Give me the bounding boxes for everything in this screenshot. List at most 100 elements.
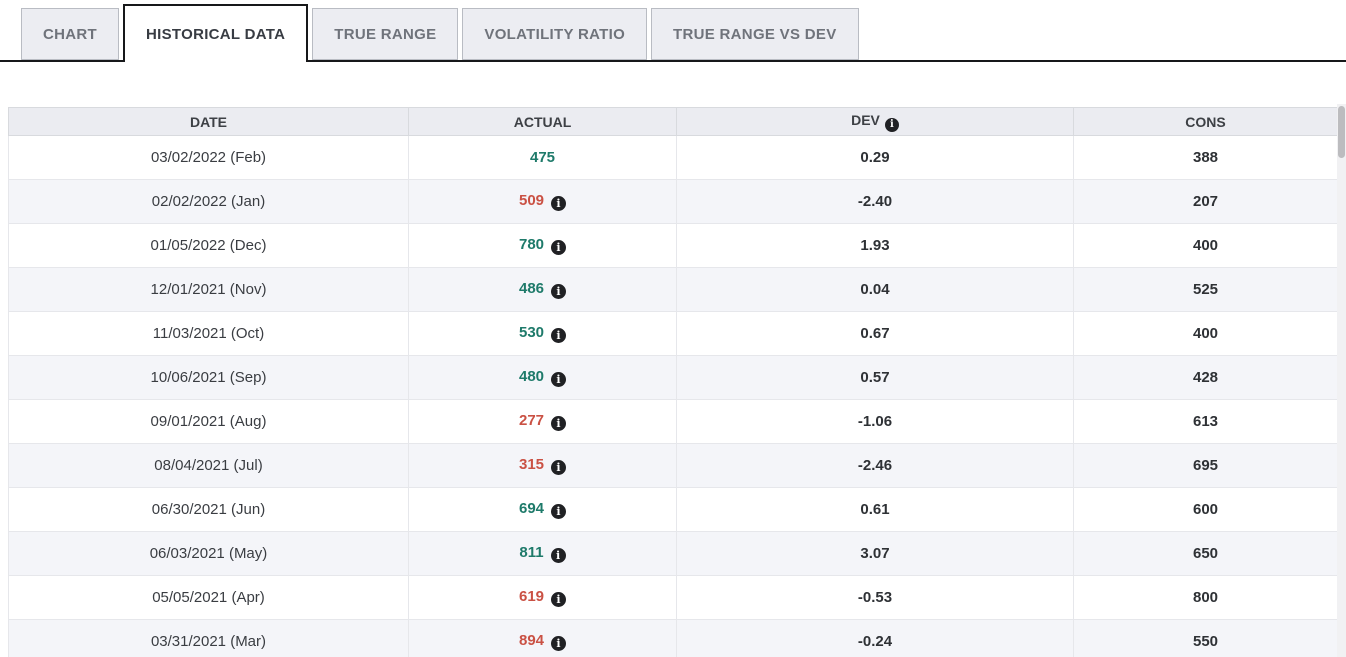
table-row: 02/02/2022 (Jan) 509 i -2.40 207	[8, 179, 1337, 224]
date-cell: 10/06/2021 (Sep)	[8, 355, 409, 400]
tab-label: VOLATILITY RATIO	[484, 25, 626, 43]
info-icon[interactable]: i	[551, 416, 567, 431]
dev-cell: 0.04	[676, 267, 1074, 312]
info-icon[interactable]: i	[551, 372, 567, 387]
dev-cell: 0.57	[676, 355, 1074, 400]
info-icon[interactable]: i	[551, 592, 567, 607]
info-icon[interactable]: i	[551, 196, 567, 211]
info-icon[interactable]: i	[551, 504, 567, 519]
dev-cell: 0.61	[676, 487, 1074, 532]
column-header-label: CONS	[1185, 113, 1226, 130]
dev-cell: -1.06	[676, 399, 1074, 444]
actual-value: 530	[518, 324, 545, 341]
cons-cell: 207	[1073, 179, 1337, 224]
cons-cell: 400	[1073, 311, 1337, 356]
table-row: 03/31/2021 (Mar) 894 i -0.24 550	[8, 619, 1337, 657]
scrollbar-thumb[interactable]	[1338, 106, 1345, 158]
table-row: 08/04/2021 (Jul) 315 i -2.46 695	[8, 443, 1337, 488]
cons-cell: 695	[1073, 443, 1337, 488]
column-header-label: DEV	[851, 111, 880, 128]
cons-cell: 400	[1073, 223, 1337, 268]
cons-cell: 650	[1073, 531, 1337, 576]
table-header-row: DATE ACTUAL DEV i CONS	[8, 107, 1337, 136]
actual-cell: 894 i	[408, 619, 677, 657]
actual-cell: 694 i	[408, 487, 677, 532]
tab-volatility-ratio[interactable]: VOLATILITY RATIO	[462, 8, 648, 60]
actual-value: 780	[518, 236, 545, 253]
date-cell: 03/31/2021 (Mar)	[8, 619, 409, 657]
info-icon[interactable]: i	[884, 117, 899, 132]
dev-cell: 0.29	[676, 135, 1074, 180]
info-icon[interactable]: i	[551, 240, 567, 255]
date-cell: 12/01/2021 (Nov)	[8, 267, 409, 312]
tab-label: HISTORICAL DATA	[146, 25, 286, 43]
tab-chart[interactable]: CHART	[21, 8, 119, 60]
dev-cell: 3.07	[676, 531, 1074, 576]
info-icon[interactable]: i	[551, 460, 567, 475]
vertical-scrollbar[interactable]	[1337, 104, 1346, 657]
cons-cell: 800	[1073, 575, 1337, 620]
table-row: 12/01/2021 (Nov) 486 i 0.04 525	[8, 267, 1337, 312]
cons-cell: 600	[1073, 487, 1337, 532]
cons-cell: 613	[1073, 399, 1337, 444]
cons-cell: 428	[1073, 355, 1337, 400]
tab-historical-data[interactable]: HISTORICAL DATA	[123, 4, 309, 62]
column-header-date: DATE	[8, 107, 409, 136]
dev-cell: -2.46	[676, 443, 1074, 488]
tab-label: TRUE RANGE	[334, 25, 437, 43]
dev-cell: -0.24	[676, 619, 1074, 657]
date-cell: 08/04/2021 (Jul)	[8, 443, 409, 488]
date-cell: 11/03/2021 (Oct)	[8, 311, 409, 356]
date-cell: 09/01/2021 (Aug)	[8, 399, 409, 444]
info-icon[interactable]: i	[550, 548, 566, 563]
actual-cell: 780 i	[408, 223, 677, 268]
date-cell: 02/02/2022 (Jan)	[8, 179, 409, 224]
historical-data-table: DATE ACTUAL DEV i CONS 03/02/2022 (Feb) 4…	[8, 107, 1337, 657]
actual-value: 315	[518, 456, 545, 473]
column-header-label: ACTUAL	[513, 113, 572, 130]
cons-cell: 550	[1073, 619, 1337, 657]
table-row: 03/02/2022 (Feb) 475 0.29 388	[8, 135, 1337, 180]
dev-cell: -0.53	[676, 575, 1074, 620]
actual-value: 619	[518, 588, 545, 605]
date-cell: 05/05/2021 (Apr)	[8, 575, 409, 620]
column-header-cons: CONS	[1073, 107, 1337, 136]
tab-label: TRUE RANGE VS DEV	[673, 25, 837, 43]
tab-true-range-vs-dev[interactable]: TRUE RANGE VS DEV	[651, 8, 859, 60]
info-icon[interactable]: i	[551, 636, 567, 651]
dev-cell: 1.93	[676, 223, 1074, 268]
table-row: 10/06/2021 (Sep) 480 i 0.57 428	[8, 355, 1337, 400]
cons-cell: 525	[1073, 267, 1337, 312]
actual-value: 509	[518, 192, 545, 209]
actual-cell: 530 i	[408, 311, 677, 356]
date-cell: 06/30/2021 (Jun)	[8, 487, 409, 532]
date-cell: 03/02/2022 (Feb)	[8, 135, 409, 180]
tab-label: CHART	[43, 25, 97, 43]
column-header-dev: DEV i	[676, 107, 1074, 136]
actual-value: 694	[518, 500, 545, 517]
tab-true-range[interactable]: TRUE RANGE	[312, 8, 459, 60]
actual-cell: 315 i	[408, 443, 677, 488]
actual-cell: 475	[408, 135, 677, 180]
date-cell: 06/03/2021 (May)	[8, 531, 409, 576]
cons-cell: 388	[1073, 135, 1337, 180]
table-row: 06/30/2021 (Jun) 694 i 0.61 600	[8, 487, 1337, 532]
actual-cell: 619 i	[408, 575, 677, 620]
actual-cell: 480 i	[408, 355, 677, 400]
tab-bar: CHART HISTORICAL DATA TRUE RANGE VOLATIL…	[0, 0, 1346, 62]
table-row: 06/03/2021 (May) 811 i 3.07 650	[8, 531, 1337, 576]
table-row: 09/01/2021 (Aug) 277 i -1.06 613	[8, 399, 1337, 444]
actual-cell: 811 i	[408, 531, 677, 576]
actual-value: 811	[519, 544, 544, 561]
dev-cell: -2.40	[676, 179, 1074, 224]
column-header-actual: ACTUAL	[408, 107, 677, 136]
actual-cell: 277 i	[408, 399, 677, 444]
date-cell: 01/05/2022 (Dec)	[8, 223, 409, 268]
actual-cell: 509 i	[408, 179, 677, 224]
info-icon[interactable]: i	[551, 284, 567, 299]
info-icon[interactable]: i	[551, 328, 567, 343]
column-header-label: DATE	[189, 113, 228, 130]
table-row: 01/05/2022 (Dec) 780 i 1.93 400	[8, 223, 1337, 268]
actual-value: 894	[518, 632, 545, 649]
actual-value: 486	[518, 280, 545, 297]
